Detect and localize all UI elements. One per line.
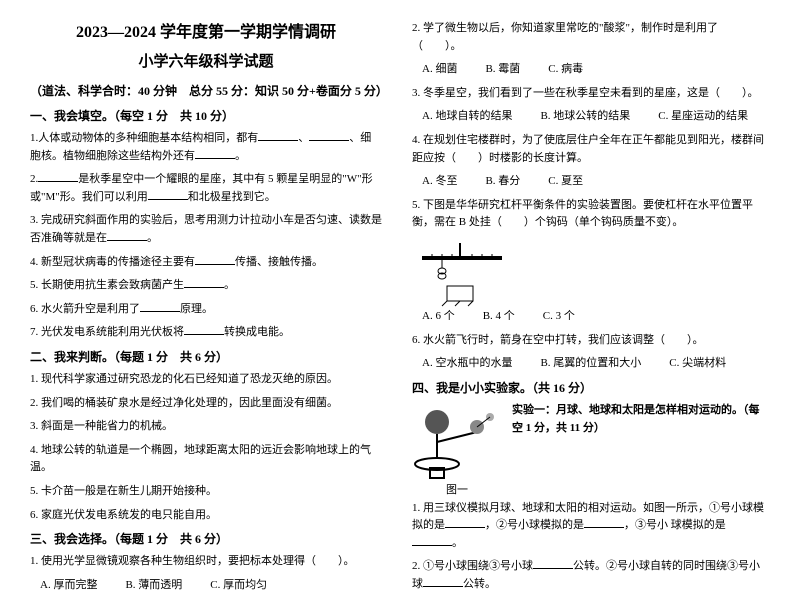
- blank: [195, 264, 235, 265]
- opt-c: C. 3 个: [543, 308, 575, 326]
- opt-c: C. 病毒: [548, 61, 583, 79]
- s4-p2: 2. ①号小球围绕③号小球公转。②号小球自转的同时围绕③号小球公转。: [412, 558, 764, 593]
- s1-q7: 7. 光伏发电系统能利用光伏板将 转换成电能。: [30, 324, 382, 342]
- text: 。: [147, 232, 158, 244]
- opt-c: C. 厚而均匀: [210, 577, 267, 595]
- s3-q4-opts: A. 冬至 B. 春分 C. 夏至: [422, 173, 764, 191]
- s1-q3: 3. 完成研究斜面作用的实验后，思考用测力计拉动小车是否匀速、读数是否准确等就是…: [30, 212, 382, 247]
- text: 3. 完成研究斜面作用的实验后，思考用测力计拉动小车是否匀速、读数是否准确等就是…: [30, 214, 382, 244]
- opt-a: A. 细菌: [422, 61, 457, 79]
- text: 5. 长期使用抗生素会致病菌产生: [30, 279, 184, 291]
- lever-icon: [412, 238, 512, 308]
- s1-q2: 2.是秋季星空中一个耀眼的星座，其中有 5 颗星呈明显的"W"形或"M"形。我们…: [30, 171, 382, 206]
- text: ，②号小球模拟的是: [485, 519, 584, 531]
- blank: [412, 545, 452, 546]
- blank: [184, 334, 224, 335]
- s4-p1: 1. 用三球仪模拟月球、地球和太阳的相对运动。如图一所示，①号小球模拟的是，②号…: [412, 500, 764, 553]
- s3-q3-opts: A. 地球自转的结果 B. 地球公转的结果 C. 星座运动的结果: [422, 108, 764, 126]
- s2-q6: 6. 家庭光伏发电系统发的电只能自用。: [30, 507, 382, 525]
- s2-q4: 4. 地球公转的轨道是一个椭圆，地球距离太阳的远近会影响地球上的气温。: [30, 442, 382, 477]
- blank: [140, 311, 180, 312]
- s2-q5: 5. 卡介苗一般是在新生儿期开始接种。: [30, 483, 382, 501]
- text: ，③号小 球模拟的是: [624, 519, 726, 531]
- blank: [584, 527, 624, 528]
- opt-a: A. 6 个: [422, 308, 455, 326]
- lever-diagram: [412, 238, 512, 308]
- opt-b: B. 薄而透明: [125, 577, 182, 595]
- tellurion-icon: [412, 402, 502, 482]
- blank: [195, 158, 235, 159]
- s2-q1: 1. 现代科学家通过研究恐龙的化石已经知道了恐龙灭绝的原因。: [30, 371, 382, 389]
- opt-c: C. 尖端材料: [669, 355, 726, 373]
- s3-q1-opts: A. 厚而完整 B. 薄而透明 C. 厚而均匀: [40, 577, 382, 595]
- blank: [258, 140, 298, 141]
- opt-b: B. 地球公转的结果: [540, 108, 630, 126]
- doc-subtitle: 小学六年级科学试题: [30, 50, 382, 74]
- text: 公转。: [463, 578, 496, 590]
- text: 和北极星找到它。: [188, 191, 276, 203]
- s3-q1: 1. 使用光学显微镜观察各种生物组织时，要把标本处理得（ ）。: [30, 553, 382, 571]
- blank: [423, 586, 463, 587]
- opt-a: A. 厚而完整: [40, 577, 97, 595]
- s3-q3: 3. 冬季星空，我们看到了一些在秋季星空未看到的星座，这是（ ）。: [412, 85, 764, 103]
- text: 。: [224, 279, 235, 291]
- s2-q3: 3. 斜面是一种能省力的机械。: [30, 418, 382, 436]
- section4-head: 四、我是小小实验家。（共 16 分）: [412, 379, 764, 398]
- blank: [533, 568, 573, 569]
- s3-q5-opts: A. 6 个 B. 4 个 C. 3 个: [422, 308, 764, 326]
- blank: [445, 527, 485, 528]
- s3-q2-opts: A. 细菌 B. 霉菌 C. 病毒: [422, 61, 764, 79]
- s1-q4: 4. 新型冠状病毒的传播途径主要有 传播、接触传播。: [30, 254, 382, 272]
- s3-q5: 5. 下图是华华研究杠杆平衡条件的实验装置图。要使杠杆在水平位置平衡，需在 B …: [412, 197, 764, 232]
- left-column: 2023—2024 学年度第一学期学情调研 小学六年级科学试题 （道法、科学合时…: [30, 20, 382, 553]
- s1-q5: 5. 长期使用抗生素会致病菌产生 。: [30, 277, 382, 295]
- s3-q6: 6. 水火箭飞行时，箭身在空中打转，我们应该调整（ ）。: [412, 332, 764, 350]
- section3-head: 三、我会选择。（每题 1 分 共 6 分）: [30, 530, 382, 549]
- text: 2. ①号小球围绕③号小球: [412, 560, 533, 572]
- opt-b: B. 春分: [485, 173, 520, 191]
- opt-a: A. 地球自转的结果: [422, 108, 512, 126]
- opt-a: A. 空水瓶中的水量: [422, 355, 512, 373]
- figure-label: 图一: [412, 482, 502, 500]
- text: 。: [452, 537, 463, 549]
- right-column: 2. 学了微生物以后，你知道家里常吃的"酸浆"，制作时是利用了（ ）。 A. 细…: [412, 20, 764, 553]
- blank: [38, 181, 78, 182]
- blank: [107, 240, 147, 241]
- s1-q6: 6. 水火箭升空是利用了 原理。: [30, 301, 382, 319]
- text: 6. 水火箭升空是利用了: [30, 303, 140, 315]
- text: 4. 新型冠状病毒的传播途径主要有: [30, 256, 195, 268]
- opt-c: C. 星座运动的结果: [658, 108, 748, 126]
- opt-a: A. 冬至: [422, 173, 457, 191]
- text: 2.: [30, 173, 38, 185]
- blank: [309, 140, 349, 141]
- text: 转换成电能。: [224, 326, 290, 338]
- s3-q6-opts: A. 空水瓶中的水量 B. 尾翼的位置和大小 C. 尖端材料: [422, 355, 764, 373]
- opt-b: B. 4 个: [483, 308, 515, 326]
- text: 原理。: [180, 303, 213, 315]
- opt-b: B. 霉菌: [485, 61, 520, 79]
- text: 。: [235, 150, 246, 162]
- blank: [148, 199, 188, 200]
- doc-title: 2023—2024 学年度第一学期学情调研: [30, 20, 382, 46]
- s3-q2: 2. 学了微生物以后，你知道家里常吃的"酸浆"，制作时是利用了（ ）。: [412, 20, 764, 55]
- section2-head: 二、我来判断。（每题 1 分 共 6 分）: [30, 348, 382, 367]
- s2-q2: 2. 我们喝的桶装矿泉水是经过净化处理的，因此里面没有细菌。: [30, 395, 382, 413]
- opt-b: B. 尾翼的位置和大小: [540, 355, 641, 373]
- exp1-block: 图一 实验一：月球、地球和太阳是怎样相对运动的。（每空 1 分，共 11 分）: [412, 402, 764, 500]
- text: 、: [298, 132, 309, 144]
- tellurion-figure: 图一: [412, 402, 502, 500]
- opt-c: C. 夏至: [548, 173, 583, 191]
- doc-meta: （道法、科学合时：40 分钟 总分 55 分：知识 50 分+卷面分 5 分）: [30, 82, 382, 101]
- blank: [184, 287, 224, 288]
- s3-q4: 4. 在规划住宅楼群时，为了使底层住户全年在正午都能见到阳光，楼群间距应按（ ）…: [412, 132, 764, 167]
- exp1-title: 实验一：月球、地球和太阳是怎样相对运动的。（每空 1 分，共 11 分）: [512, 402, 764, 437]
- s1-q1: 1.人体或动物体的多种细胞基本结构相同，都有、、细胞核。植物细胞除这些结构外还有…: [30, 130, 382, 165]
- section1-head: 一、我会填空。（每空 1 分 共 10 分）: [30, 107, 382, 126]
- text: 7. 光伏发电系统能利用光伏板将: [30, 326, 184, 338]
- text: 传播、接触传播。: [235, 256, 323, 268]
- text: 1.人体或动物体的多种细胞基本结构相同，都有: [30, 132, 258, 144]
